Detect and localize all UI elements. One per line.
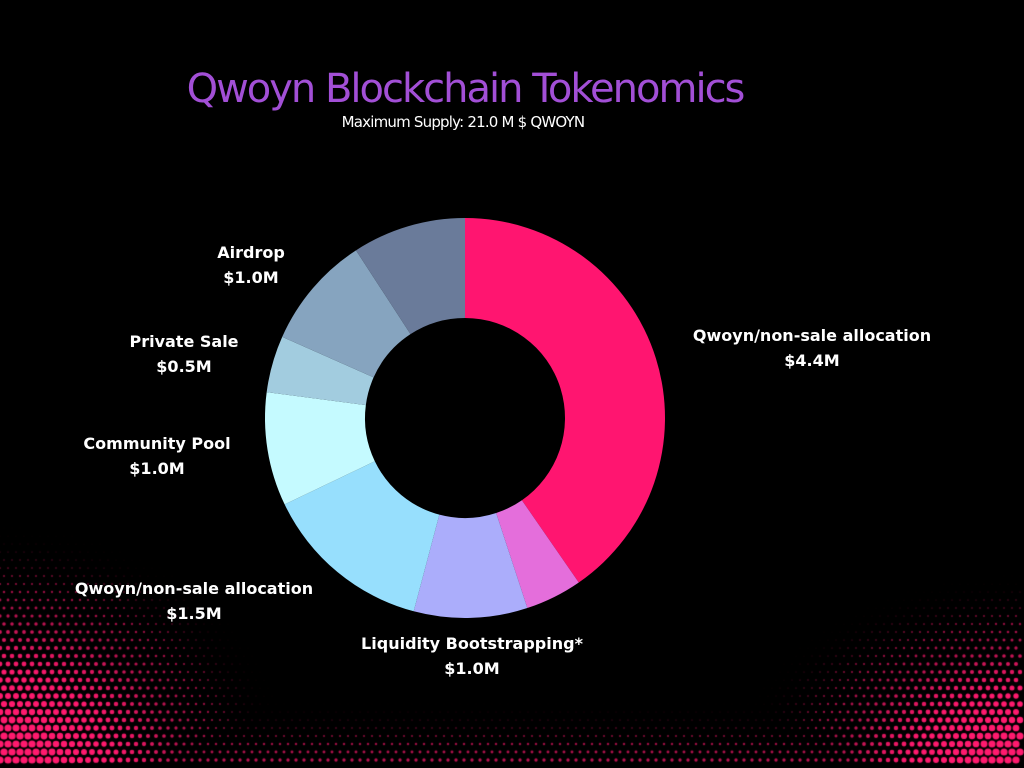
donut-slice — [265, 392, 375, 505]
donut-slice — [465, 218, 665, 583]
donut-slice — [282, 250, 411, 378]
label-qwoyn-allocation-large: Qwoyn/non-sale allocation $4.4M — [693, 323, 931, 373]
donut-slice — [284, 461, 440, 612]
donut-slice — [355, 218, 465, 335]
label-value: $1.5M — [166, 604, 222, 623]
label-liquidity-bootstrapping: Liquidity Bootstrapping* $1.0M — [361, 631, 583, 681]
label-value: $0.5M — [156, 357, 212, 376]
donut-slice — [266, 336, 374, 406]
label-value: $1.0M — [129, 459, 185, 478]
donut-slice — [496, 500, 579, 609]
label-name: Airdrop — [217, 243, 285, 262]
label-name: Community Pool — [83, 434, 231, 453]
label-community-pool: Community Pool $1.0M — [83, 431, 230, 481]
label-name: Liquidity Bootstrapping* — [361, 634, 583, 653]
label-name: Qwoyn/non-sale allocation — [74, 579, 314, 598]
label-value: $4.4M — [784, 351, 840, 370]
label-value: $1.0M — [223, 268, 279, 287]
label-name: Private Sale — [129, 332, 239, 351]
label-name: Qwoyn/non-sale allocation — [692, 326, 932, 345]
page-title: Qwoyn Blockchain Tokenomics — [186, 66, 746, 112]
label-airdrop: Airdrop $1.0M — [217, 240, 285, 290]
label-private-sale: Private Sale $0.5M — [129, 329, 238, 379]
label-value: $1.0M — [444, 659, 500, 678]
label-qwoyn-allocation-small: Qwoyn/non-sale allocation $1.5M — [75, 576, 313, 626]
donut-slice — [413, 513, 528, 618]
page-subtitle: Maximum Supply: 21.0 M $ QWOYN — [341, 113, 586, 131]
